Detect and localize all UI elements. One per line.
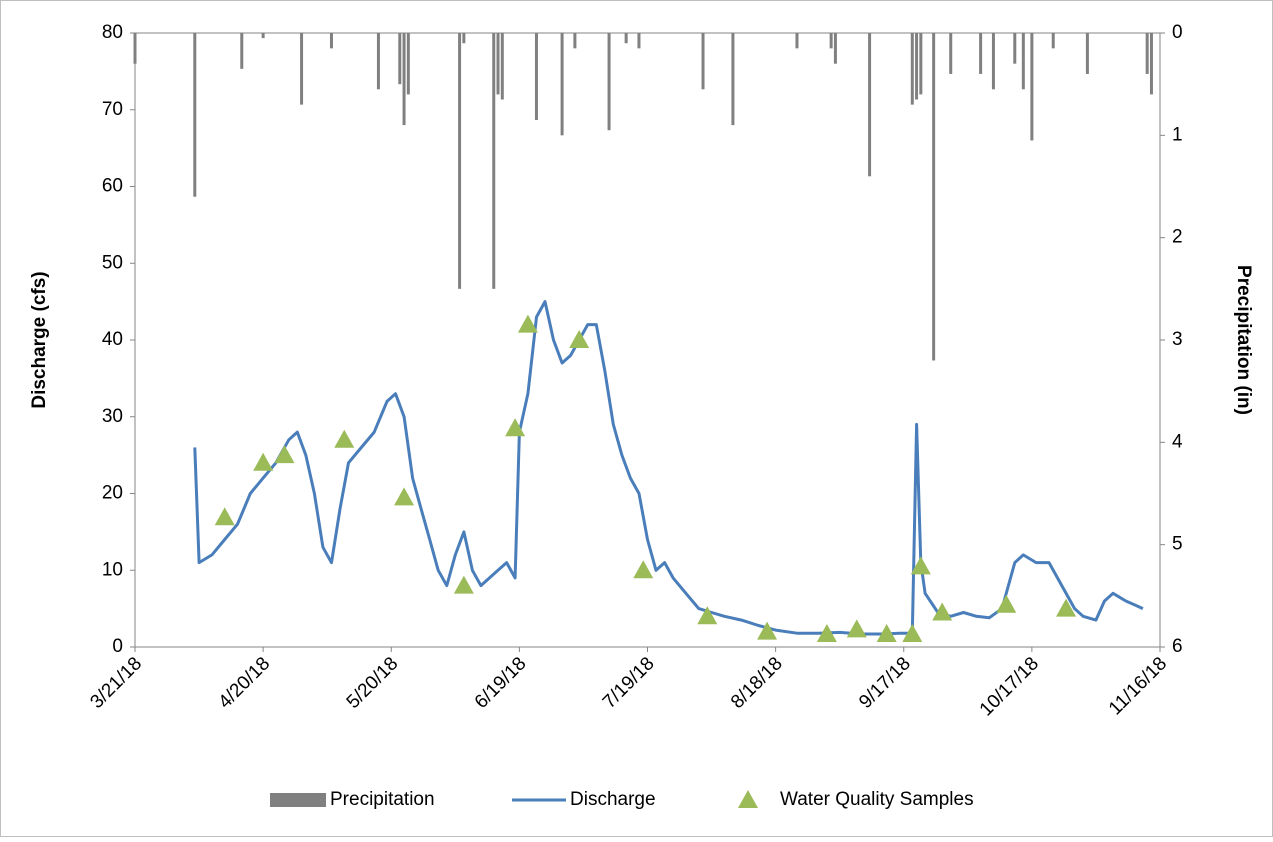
y-axis-title: Discharge (cfs) [29,271,50,408]
sample-marker [633,560,654,579]
y-tick-label: 40 [102,329,123,350]
precipitation-bar [637,33,641,49]
legend-swatch [270,793,326,807]
discharge-line [193,300,1144,636]
precipitation-bar [1149,33,1153,95]
y2-tick-label: 4 [1172,431,1183,452]
sample-marker [816,623,837,642]
sample-marker [697,606,718,625]
y-tick-label: 20 [102,483,123,504]
sample-marker [902,623,923,642]
precipitation-bar [607,33,611,131]
y2-axis-title: Precipitation (in) [1233,265,1254,415]
precipitation-bar [560,33,564,136]
precipitation-bar [624,33,628,44]
precipitation-bar [949,33,953,74]
y-tick-label: 60 [102,176,123,197]
sample-marker [876,623,897,642]
y2-tick-label: 5 [1172,534,1183,555]
y-tick-label: 10 [102,559,123,580]
y-tick-label: 0 [112,636,123,657]
sample-marker [569,330,590,348]
precipitation-bar [376,33,380,90]
precipitation-bar [1030,33,1034,141]
precipitation-bar [406,33,410,95]
precipitation-bar [910,33,914,105]
precipitation-bar [1021,33,1025,90]
precipitation-bar [193,33,197,197]
sample-marker [274,445,295,464]
legend-label: Water Quality Samples [780,789,974,810]
sample-marker [757,621,778,640]
legend-label: Discharge [570,789,656,810]
precipitation-bar [1051,33,1055,49]
sample-marker [214,507,235,526]
legend-label: Precipitation [330,789,435,810]
legend-swatch [738,790,758,808]
sample-marker [932,602,953,621]
sample-marker [453,575,474,594]
sample-marker [394,487,415,506]
sample-marker [910,556,931,575]
precipitation-bar [991,33,995,90]
y-tick-label: 80 [102,22,123,43]
precipitation-bar [919,33,923,95]
precipitation-bar [1085,33,1089,74]
precipitation-bar [829,33,833,49]
precipitation-bar [458,33,462,289]
precipitation-bar [462,33,466,44]
precipitation-bar [496,33,500,95]
precipitation-bar [261,33,265,39]
y2-tick-label: 3 [1172,329,1183,350]
sample-marker [1056,598,1077,617]
precipitation-bar [868,33,872,177]
precipitation-bar [701,33,705,90]
sample-marker [846,619,867,638]
precipitation-bar [1145,33,1149,74]
precipitation-bar [1013,33,1017,64]
sample-marker [517,314,538,333]
y2-tick-label: 2 [1172,227,1183,248]
sample-marker [996,594,1017,613]
sample-marker [505,418,526,437]
sample-marker [334,429,355,448]
precipitation-bar [573,33,577,49]
precipitation-bar [534,33,538,120]
y-tick-label: 30 [102,406,123,427]
y-tick-label: 50 [102,252,123,273]
precipitation-bar [979,33,983,74]
precipitation-bar [300,33,304,105]
precipitation-bar [500,33,504,100]
y2-tick-label: 6 [1172,636,1183,657]
precipitation-bar [240,33,244,69]
precipitation-bar [795,33,799,49]
precipitation-bar [133,33,137,64]
y-tick-label: 70 [102,99,123,120]
precipitation-bar [398,33,402,85]
y2-tick-label: 1 [1172,124,1183,145]
precipitation-bar [915,33,919,100]
precipitation-bar [731,33,735,126]
precipitation-bar [402,33,406,126]
precipitation-bar [492,33,496,289]
precipitation-bar [932,33,936,361]
sample-marker [253,452,274,471]
precipitation-bar [329,33,333,49]
precipitation-bar [833,33,837,64]
y2-tick-label: 0 [1172,22,1183,43]
